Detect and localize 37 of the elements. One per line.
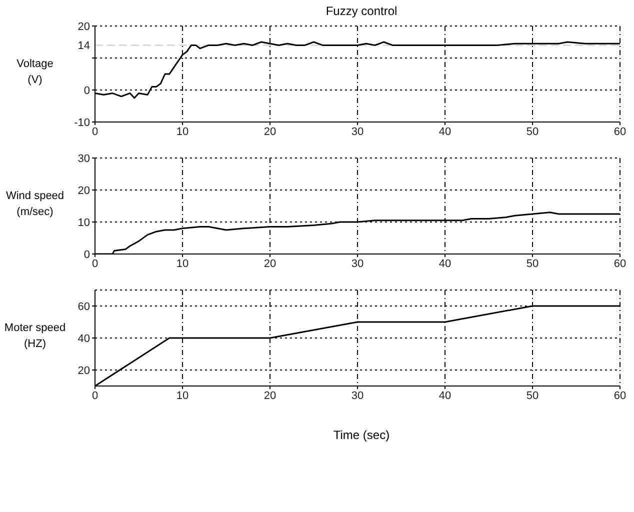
y-tick-label: 30 xyxy=(78,152,90,165)
x-tick-label: 10 xyxy=(176,390,189,402)
y-tick-label: -10 xyxy=(74,116,90,129)
y-axis-title: Voltage (V) xyxy=(16,57,54,88)
x-tick-label: 30 xyxy=(351,258,364,270)
x-tick-label: 50 xyxy=(526,126,539,138)
x-tick-label: 50 xyxy=(526,258,539,270)
x-axis-title: Time (sec) xyxy=(332,428,391,442)
x-tick-label: 60 xyxy=(614,126,626,138)
x-tick-label: 20 xyxy=(264,258,276,270)
chart-title: Fuzzy control xyxy=(324,4,398,18)
x-tick-label: 20 xyxy=(264,390,276,402)
x-tick-label: 20 xyxy=(264,126,276,138)
x-tick-label: 60 xyxy=(614,258,626,270)
x-tick-label: 10 xyxy=(176,258,189,270)
y-axis-title: Wind speed (m/sec) xyxy=(4,189,66,220)
y-axis-title: Moter speed (HZ) xyxy=(3,321,67,352)
x-tick-label: 30 xyxy=(351,126,364,138)
x-tick-label: 50 xyxy=(526,390,539,402)
x-tick-label: 40 xyxy=(438,258,452,270)
y-tick-label: 0 xyxy=(84,84,90,97)
y-tick-label: 20 xyxy=(78,364,90,377)
x-tick-label: 60 xyxy=(614,390,626,402)
y-tick-label: 20 xyxy=(78,20,90,33)
y-tick-label: 60 xyxy=(78,300,90,313)
y-tick-label: 20 xyxy=(78,184,90,197)
ref-line-label: 14 xyxy=(78,40,90,52)
x-tick-label: 0 xyxy=(92,258,98,270)
x-tick-label: 10 xyxy=(176,126,189,138)
x-tick-label: 40 xyxy=(438,390,452,402)
y-tick-label: 10 xyxy=(78,216,90,229)
x-tick-label: 40 xyxy=(438,126,452,138)
x-tick-label: 0 xyxy=(92,390,98,402)
x-tick-label: 30 xyxy=(351,390,364,402)
x-tick-label: 0 xyxy=(92,126,98,138)
y-tick-label: 0 xyxy=(84,248,90,261)
y-tick-label: 40 xyxy=(78,332,90,345)
